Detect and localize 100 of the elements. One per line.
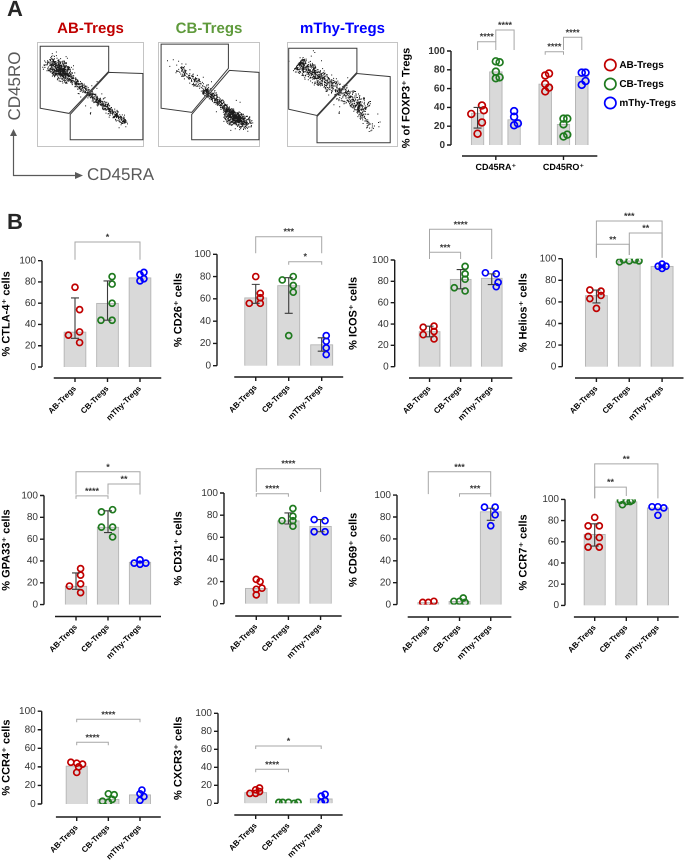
y-axis-title: % ICOS⁺ cells [348, 276, 360, 350]
y-tick-label: 0 [385, 599, 392, 610]
y-tick-label: 80 [545, 275, 557, 286]
y-tick-label: 0 [32, 599, 38, 610]
text: ** [609, 234, 617, 244]
y-axis-title: % CCR4⁺ cells [0, 720, 13, 796]
y-axis-title: % CD31⁺ cells [172, 511, 185, 586]
y-tick-label: 80 [24, 724, 36, 736]
text: *** [454, 462, 466, 472]
y-tick-label: 20 [200, 780, 212, 792]
y-tick-label: 60 [380, 534, 392, 545]
y-tick-label: 20 [206, 576, 218, 588]
y-tick-label: 100 [19, 255, 36, 266]
y-tick-label: 20 [24, 780, 36, 792]
y-tick-label: 40 [434, 102, 446, 114]
legend-label: CB-Tregs [619, 78, 664, 90]
y-tick-label: 40 [206, 554, 218, 566]
annotation: **** [547, 42, 562, 52]
text: **** [498, 20, 512, 30]
y-tick-label: 60 [548, 536, 560, 548]
y-tick-label: 100 [542, 494, 560, 506]
annotation: **** [85, 732, 100, 742]
y-tick-label: 100 [21, 490, 38, 502]
y-tick-label: 80 [378, 276, 390, 288]
text: *** [470, 484, 481, 494]
annotation: **** [265, 759, 280, 770]
text: **** [480, 32, 494, 42]
y-tick-label: 0 [206, 798, 212, 810]
y-tick-label: 0 [550, 361, 557, 372]
y-tick-label: 60 [434, 83, 446, 94]
y-tick-label: 0 [30, 798, 36, 810]
text: ** [120, 474, 128, 484]
y-tick-label: 100 [19, 706, 36, 717]
y-axis-title: % Helios⁺ cells [518, 273, 530, 352]
y-tick-label: 80 [200, 726, 212, 738]
y-tick-label: 0 [30, 362, 36, 373]
y-tick-label: 60 [24, 298, 36, 309]
annotation: * [286, 736, 291, 746]
y-tick-label: 80 [200, 271, 212, 282]
y-axis-title: % CCR7⁺ cells [518, 514, 530, 590]
text: **** [566, 27, 580, 38]
x-tick-label: CD45RO⁺ [542, 162, 584, 172]
y-tick-label: 60 [378, 297, 390, 308]
x-tick-label: CD45RA⁺ [475, 162, 516, 172]
y-tick-label: 20 [380, 577, 392, 588]
y-axis-title: % CXCR3⁺ cells [172, 716, 185, 800]
y-tick-label: 100 [428, 46, 446, 57]
y-tick-label: 0 [212, 598, 218, 610]
y-tick-label: 20 [545, 340, 557, 351]
y-tick-label: 100 [195, 708, 212, 720]
y-axis-title: % CD26⁺ cells [172, 272, 185, 348]
text: * [106, 232, 110, 242]
y-tick-label: 60 [24, 743, 36, 754]
y-tick-label: 20 [548, 578, 560, 590]
y-axis-title: % of FOXP3⁺ Tregs [400, 48, 413, 148]
y-tick-label: 0 [439, 140, 446, 151]
y-tick-label: 20 [200, 338, 212, 350]
y-tick-label: 0 [553, 600, 560, 612]
y-tick-label: 0 [205, 360, 212, 372]
category-label: CB-Tregs [176, 20, 242, 38]
text: B [7, 209, 23, 234]
y-tick-label: 80 [24, 276, 36, 288]
text: * [106, 462, 110, 472]
y-tick-label: 20 [378, 340, 390, 352]
y-tick-label: 80 [206, 510, 218, 521]
text: ** [642, 223, 650, 233]
y-tick-label: 40 [24, 762, 36, 773]
text: **** [454, 219, 468, 230]
text: *** [440, 242, 451, 252]
y-tick-label: 60 [200, 294, 212, 305]
text: ** [622, 454, 630, 464]
text: CD45RA [87, 165, 154, 184]
y-tick-label: 100 [194, 249, 212, 260]
y-tick-label: 20 [26, 578, 38, 589]
legend-label: mThy-Tregs [619, 98, 676, 109]
y-tick-label: 80 [380, 512, 392, 523]
y-tick-label: 80 [26, 512, 38, 524]
y-axis-title: % CD69⁺ cells [348, 512, 360, 587]
text: **** [281, 458, 296, 469]
annotation: **** [265, 484, 280, 494]
y-tick-label: 40 [380, 556, 392, 567]
y-tick-label: 40 [545, 318, 557, 330]
y-tick-label: 60 [200, 744, 212, 756]
annotation: **** [84, 486, 100, 496]
text: CD45RO [5, 52, 24, 120]
y-tick-label: 40 [24, 319, 36, 330]
y-tick-label: 40 [548, 558, 560, 569]
y-tick-label: 80 [548, 515, 560, 526]
y-tick-label: 100 [540, 253, 557, 264]
y-tick-label: 40 [26, 556, 38, 567]
text: A [7, 0, 23, 21]
legend-label: AB-Tregs [619, 60, 664, 71]
y-tick-label: 0 [383, 361, 390, 372]
y-tick-label: 100 [372, 254, 390, 266]
text: *** [624, 211, 636, 221]
y-tick-label: 60 [26, 534, 38, 545]
text: ** [606, 477, 614, 488]
y-tick-label: 80 [434, 64, 446, 76]
annotation: * [303, 252, 308, 262]
y-tick-label: 100 [374, 490, 392, 501]
